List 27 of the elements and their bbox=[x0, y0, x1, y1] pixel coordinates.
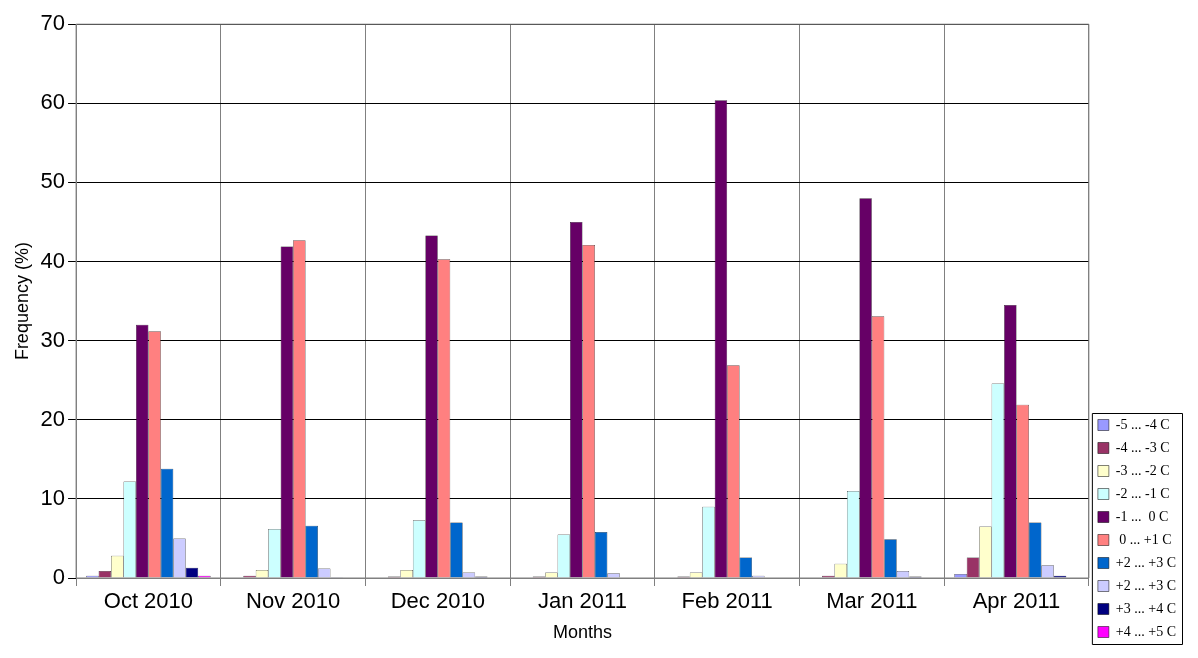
y-tick-label: 10 bbox=[40, 484, 66, 510]
y-tick-label: 50 bbox=[40, 168, 66, 194]
x-tick-label: Feb 2011 bbox=[681, 588, 773, 614]
x-tick-label: Oct 2010 bbox=[103, 588, 194, 614]
x-tick-label: Dec 2010 bbox=[390, 588, 485, 614]
x-tick-label: Jan 2011 bbox=[538, 588, 627, 614]
legend-label: -5 ... -4 C bbox=[1115, 416, 1170, 432]
y-tick-label: 30 bbox=[40, 326, 66, 352]
y-tick-label: 70 bbox=[40, 10, 66, 36]
y-tick-label: 60 bbox=[40, 89, 66, 115]
legend-label: +3 ... +4 C bbox=[1115, 600, 1177, 616]
legend-label: -1 ... 0 C bbox=[1115, 508, 1169, 524]
legend-label: 0 ... +1 C bbox=[1115, 531, 1172, 547]
legend-label: +4 ... +5 C bbox=[1115, 623, 1177, 639]
y-tick-label: 40 bbox=[40, 247, 66, 273]
y-tick-label: 20 bbox=[40, 405, 66, 431]
x-tick-label: Apr 2011 bbox=[972, 588, 1061, 614]
legend-label: -4 ... -3 C bbox=[1115, 439, 1170, 455]
y-axis-title: Frequency (%) bbox=[11, 242, 32, 361]
x-axis-title: Months bbox=[552, 622, 612, 643]
y-tick-label: 0 bbox=[52, 564, 66, 590]
legend-label: -2 ... -1 C bbox=[1115, 485, 1170, 501]
legend-label: +2 ... +3 C bbox=[1115, 554, 1177, 570]
legend-label: +2 ... +3 C bbox=[1115, 577, 1177, 593]
x-tick-label: Nov 2010 bbox=[246, 588, 341, 614]
legend-label: -3 ... -2 C bbox=[1115, 462, 1170, 478]
x-tick-label: Mar 2011 bbox=[826, 588, 918, 614]
